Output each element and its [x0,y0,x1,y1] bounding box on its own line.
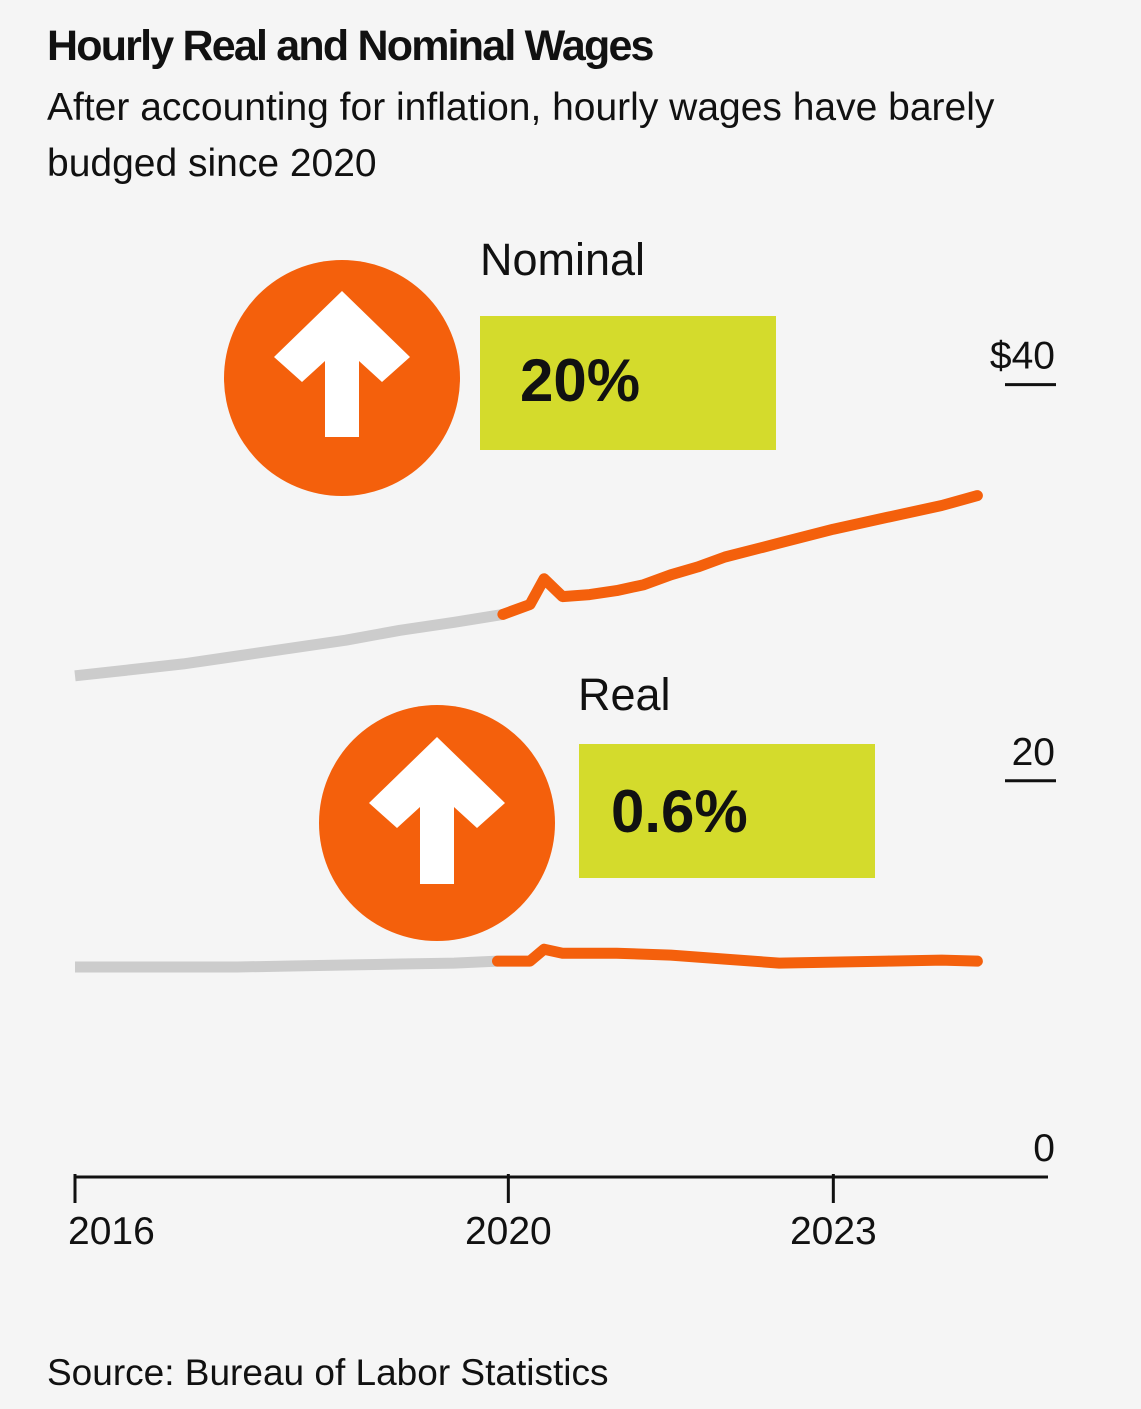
series-lines [74,490,983,973]
x-tick-label: 2020 [465,1210,552,1253]
y-tick-label: 0 [1033,1127,1055,1170]
chart-title: Hourly Real and Nominal Wages [47,22,654,70]
real-annotation: Real 0.6% [319,669,875,941]
x-axis: 2016 2020 2023 [68,1174,1048,1253]
nominal-post-2020-line [497,490,983,620]
real-arrow-up-icon [319,705,555,941]
real-series-label: Real [578,669,671,720]
nominal-series-label: Nominal [480,234,645,285]
real-change-box [579,744,875,878]
y-axis: $40 20 0 [990,335,1056,1170]
source-note: Source: Bureau of Labor Statistics [47,1352,609,1393]
real-pre-2020-line [75,955,498,973]
x-tick-label: 2016 [68,1210,155,1253]
nominal-annotation: Nominal 20% [224,234,776,496]
nominal-pre-2020-line [74,608,504,682]
y-tick-label: 20 [1012,731,1055,774]
x-tick-label: 2023 [790,1210,877,1253]
y-tick-label: $40 [990,335,1055,378]
nominal-arrow-up-icon [224,260,460,496]
chart-subtitle: After accounting for inflation, hourly w… [47,86,995,185]
real-change-label: 0.6% [611,778,748,845]
nominal-change-box [480,316,776,450]
nominal-change-label: 20% [520,347,640,414]
real-post-2020-line [492,943,983,969]
